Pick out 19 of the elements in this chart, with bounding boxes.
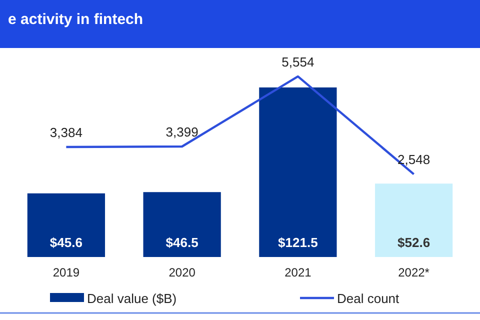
bar [27, 193, 106, 257]
data-label: $45.6 [50, 235, 82, 250]
data-label: $52.6 [398, 235, 430, 250]
data-label: $121.5 [278, 235, 318, 250]
legend-label: Deal count [337, 291, 400, 306]
legend-label: Deal value ($B) [87, 291, 177, 306]
data-label: $46.5 [166, 235, 198, 250]
data-label: 3,384 [50, 124, 82, 140]
x-tick-label: 2022* [398, 266, 430, 280]
x-tick-label: 2021 [284, 266, 312, 280]
bar [259, 87, 337, 257]
data-label: 2,548 [398, 152, 430, 168]
bar [143, 192, 221, 257]
bar [374, 184, 453, 257]
x-tick-label: 2019 [52, 266, 80, 280]
x-tick-label: 2020 [168, 266, 196, 280]
chart-title: e activity in fintech [8, 11, 144, 28]
data-label: 5,554 [282, 54, 314, 70]
data-label: 3,399 [166, 124, 198, 140]
